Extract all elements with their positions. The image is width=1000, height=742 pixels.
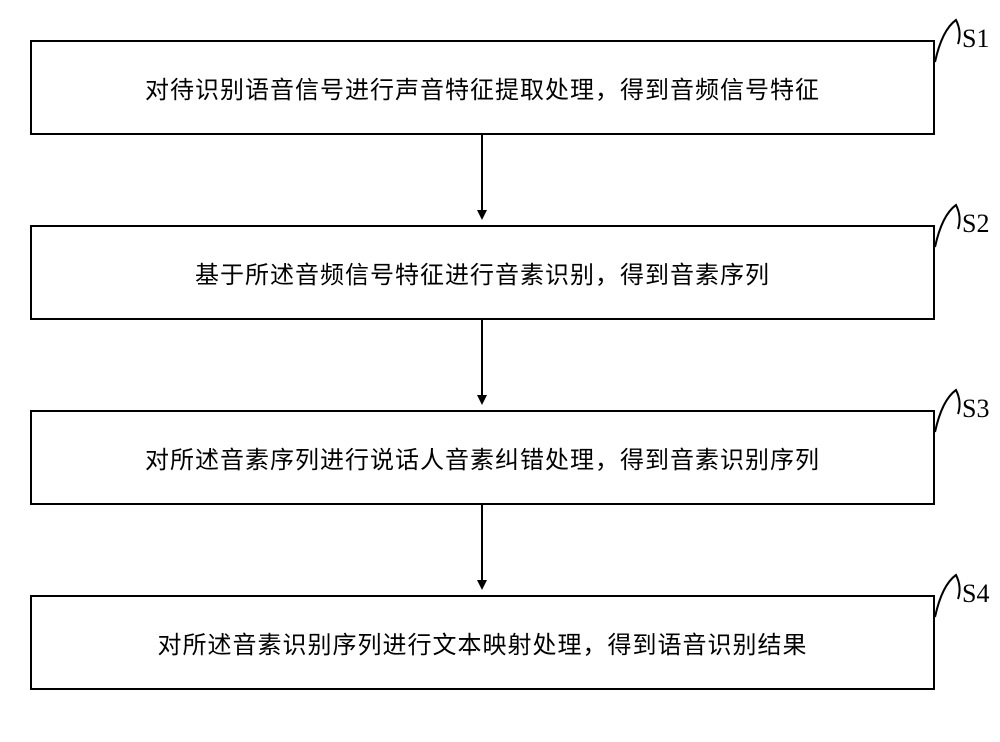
step-text-s3: 对所述音素序列进行说话人音素纠错处理，得到音素识别序列: [145, 440, 820, 475]
label-connector-s3: [935, 390, 960, 432]
step-box-s3: 对所述音素序列进行说话人音素纠错处理，得到音素识别序列: [30, 410, 935, 505]
label-connector-s2: [935, 205, 960, 247]
step-label-s3: S3: [962, 394, 989, 424]
label-connector-s4: [935, 575, 960, 617]
flowchart-canvas: 对待识别语音信号进行声音特征提取处理，得到音频信号特征 S1 基于所述音频信号特…: [0, 0, 1000, 742]
step-label-s1: S1: [962, 24, 989, 54]
step-box-s1: 对待识别语音信号进行声音特征提取处理，得到音频信号特征: [30, 40, 935, 135]
label-connector-s1: [935, 20, 960, 62]
step-box-s2: 基于所述音频信号特征进行音素识别，得到音素序列: [30, 225, 935, 320]
step-text-s1: 对待识别语音信号进行声音特征提取处理，得到音频信号特征: [145, 70, 820, 105]
step-box-s4: 对所述音素识别序列进行文本映射处理，得到语音识别结果: [30, 595, 935, 690]
step-label-s4: S4: [962, 579, 989, 609]
step-text-s4: 对所述音素识别序列进行文本映射处理，得到语音识别结果: [158, 625, 808, 660]
step-label-s2: S2: [962, 209, 989, 239]
step-text-s2: 基于所述音频信号特征进行音素识别，得到音素序列: [195, 255, 770, 290]
